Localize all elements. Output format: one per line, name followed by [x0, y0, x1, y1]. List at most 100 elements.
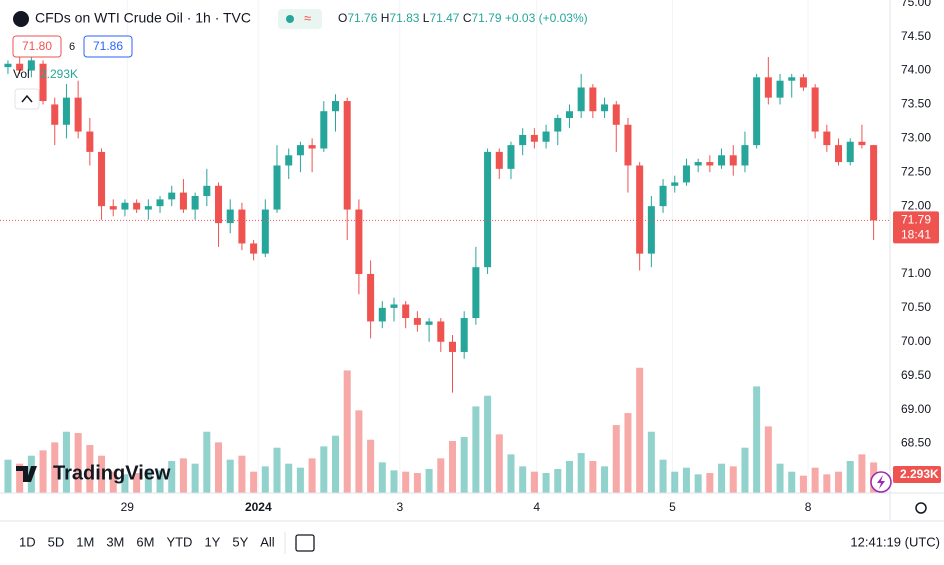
ohlc-value: 71.79 — [472, 11, 502, 25]
candle-body — [671, 182, 679, 186]
volume-bar — [472, 406, 480, 493]
price-axis-label: 68.50 — [901, 436, 931, 450]
candle-body — [86, 131, 94, 152]
candle-body — [121, 202, 129, 210]
volume-bar — [39, 450, 47, 493]
volume-bar — [741, 447, 749, 493]
volume-bar — [261, 466, 269, 493]
volume-bar — [624, 413, 632, 493]
candle-body — [39, 63, 47, 102]
clock[interactable]: 12:41:19 (UTC) — [850, 534, 940, 549]
brand-name: TradingView — [53, 462, 171, 484]
time-axis-label: 4 — [533, 500, 540, 514]
candle-body — [764, 77, 772, 98]
candle-body — [753, 77, 761, 146]
volume-bar — [273, 447, 281, 493]
candle-body — [718, 155, 726, 166]
volume-bar — [589, 461, 597, 493]
volume-bar — [331, 435, 340, 493]
volume-bar — [156, 470, 164, 493]
candle-body — [156, 199, 164, 207]
volume-bar — [320, 446, 328, 493]
volume-bar — [250, 471, 258, 493]
symbol-title[interactable]: CFDs on WTI Crude Oil · 1h · TVC — [35, 10, 251, 26]
candle-body — [144, 206, 152, 210]
volume-bar — [285, 463, 293, 493]
candle-body — [565, 111, 573, 118]
status-badge[interactable] — [278, 9, 322, 29]
volume-bar — [507, 454, 515, 493]
volume-bar — [16, 463, 24, 493]
ohlc-value: 71.47 — [429, 11, 459, 25]
change-percent: (+0.03%) — [539, 11, 588, 25]
volume-bar — [484, 395, 492, 493]
candle-body — [823, 131, 831, 146]
last-price-tag — [893, 211, 939, 244]
range-button[interactable]: 6M — [136, 534, 154, 549]
ohlc-legend: O71.76 H71.83 L71.47 C71.79 +0.03 (+0.03… — [338, 11, 588, 25]
range-button[interactable]: YTD — [166, 534, 192, 549]
volume-bar — [835, 471, 843, 493]
volume-bar — [390, 470, 398, 493]
candle-body — [285, 155, 293, 166]
ohlc-key: H — [381, 11, 390, 25]
price-axis-label: 72.50 — [901, 164, 931, 178]
price-axis-label: 72.00 — [901, 198, 931, 212]
range-button[interactable]: 1M — [76, 534, 94, 549]
last-volume-tag — [893, 466, 941, 483]
candle-body — [296, 145, 304, 156]
volume-bar — [51, 442, 59, 493]
last-volume-label: 2.293K — [900, 467, 939, 481]
last-price-label: 71.79 — [901, 213, 931, 227]
ask-box[interactable] — [83, 35, 133, 58]
candle-body — [706, 162, 714, 166]
range-button[interactable]: 5Y — [232, 534, 248, 549]
ask-price: 71.86 — [93, 39, 123, 53]
range-button[interactable]: 1D — [19, 534, 36, 549]
volume-bar — [98, 455, 106, 493]
settings-icon[interactable] — [915, 502, 927, 514]
candle-body — [331, 101, 340, 112]
candle-body — [378, 307, 386, 322]
candle-body — [215, 185, 223, 224]
time-axis-label: 29 — [121, 500, 135, 514]
candle-body — [238, 209, 246, 244]
ohlc-value: 71.76 — [347, 11, 377, 25]
candle-body — [729, 155, 737, 166]
candle-body — [51, 104, 59, 125]
volume-bar — [437, 458, 445, 493]
volume-bar — [4, 459, 12, 493]
range-button[interactable]: 3M — [106, 534, 124, 549]
price-axis-label: 69.00 — [901, 402, 931, 416]
candle-body — [168, 192, 176, 200]
candle-body — [62, 97, 70, 125]
volume-bar — [647, 431, 655, 493]
volume-bar — [191, 463, 199, 493]
range-button[interactable]: All — [260, 534, 275, 549]
volume-bar — [659, 459, 667, 493]
date-range-icon[interactable] — [295, 534, 315, 552]
bid-box[interactable] — [12, 35, 62, 58]
time-axis-label: 5 — [669, 500, 676, 514]
candle-body — [448, 341, 456, 352]
ohlc-value: 71.83 — [389, 11, 419, 25]
candle-body — [799, 77, 807, 88]
collapse-button[interactable] — [14, 88, 40, 110]
candle-body — [554, 117, 562, 132]
brand-logo — [16, 466, 37, 482]
change: +0.03 — [505, 11, 536, 25]
volume-bar — [62, 431, 70, 493]
volume-bar — [542, 473, 550, 493]
range-button[interactable]: 1Y — [204, 534, 220, 549]
status-dot — [286, 15, 294, 23]
collapse-icon — [21, 94, 33, 103]
volume-bar — [238, 455, 246, 493]
candle-body — [191, 195, 199, 210]
candle-body — [835, 145, 843, 163]
range-button[interactable]: 5D — [48, 534, 65, 549]
volume-bar — [823, 474, 831, 493]
candle-body — [741, 145, 749, 166]
price-axis-label: 74.00 — [901, 63, 931, 77]
candle-body — [27, 60, 35, 71]
